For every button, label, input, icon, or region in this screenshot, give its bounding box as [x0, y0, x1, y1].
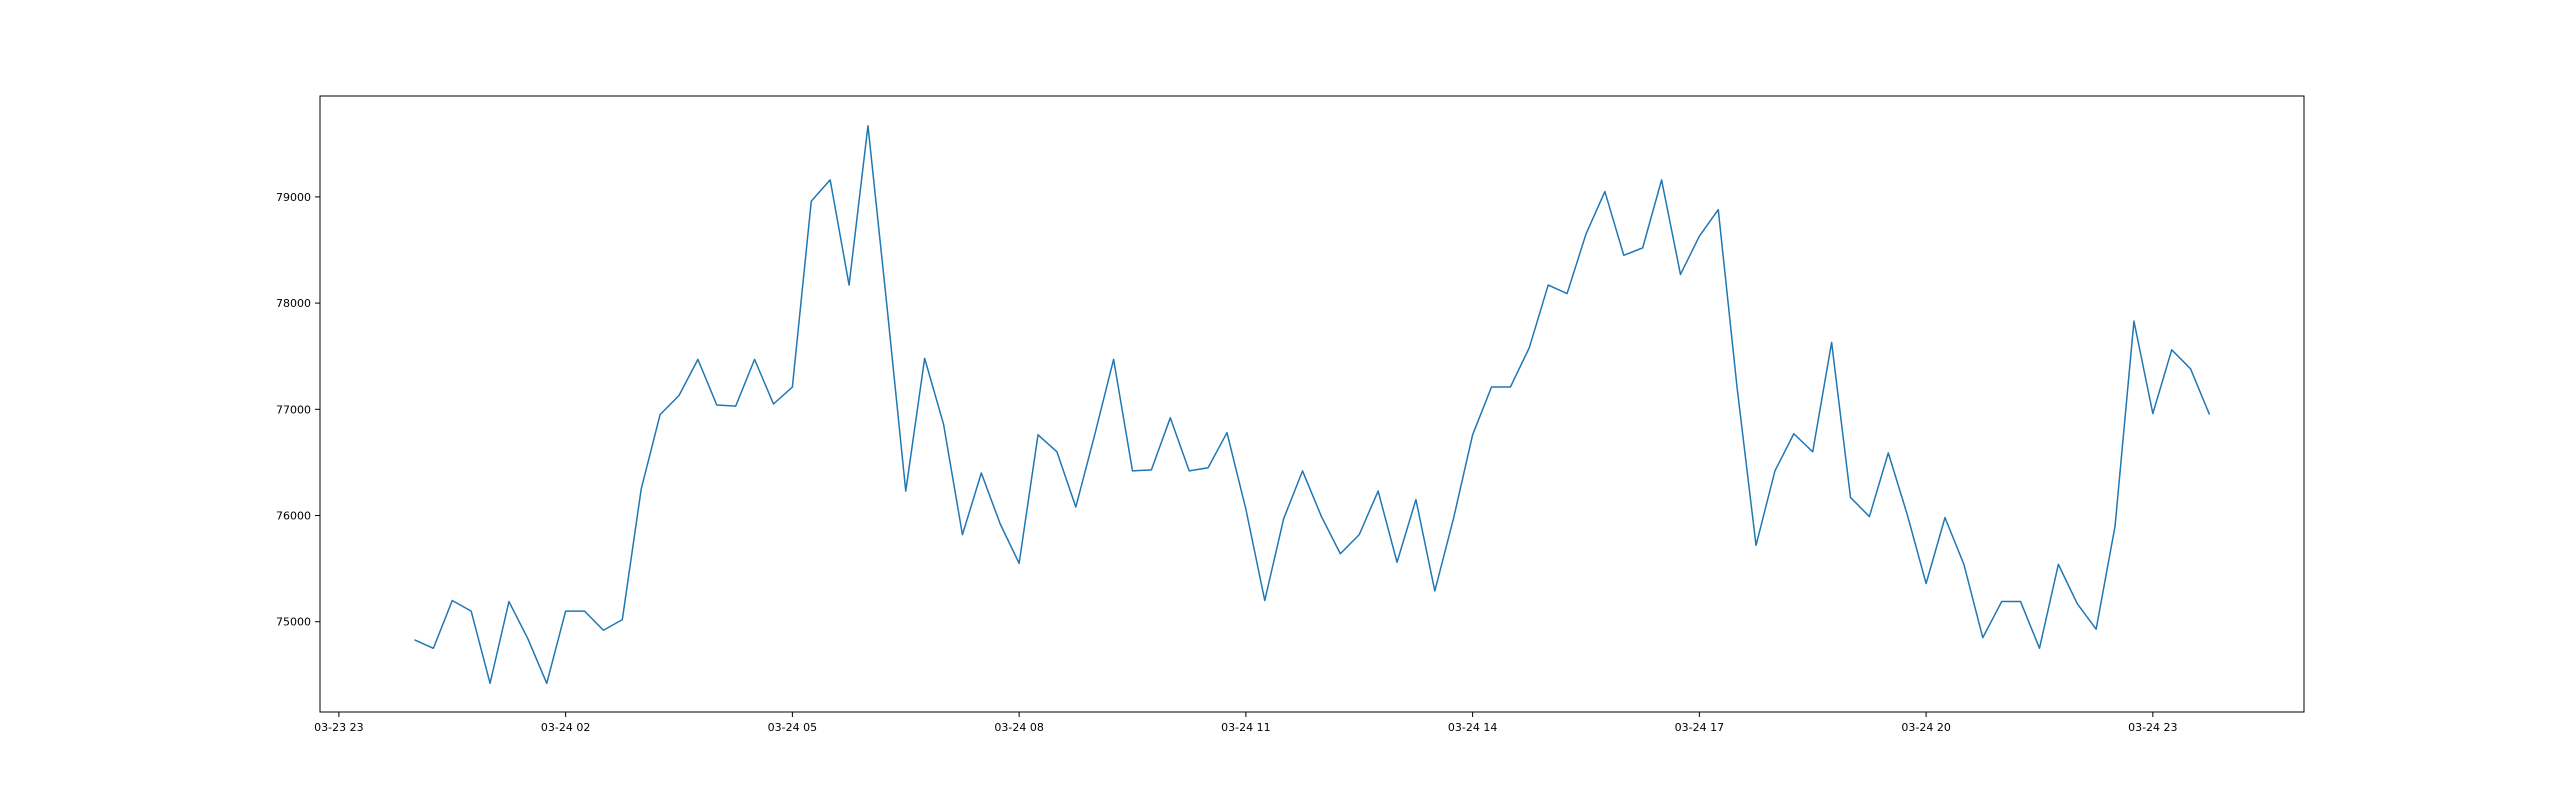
x-tick-label: 03-24 02 [541, 721, 590, 734]
y-axis: 75000 76000 77000 78000 79000 [276, 191, 320, 629]
x-tick-label: 03-24 17 [1675, 721, 1724, 734]
y-tick-label: 79000 [276, 191, 311, 204]
y-tick-label: 75000 [276, 616, 311, 629]
y-tick-label: 78000 [276, 297, 311, 310]
series-layer [414, 124, 2211, 685]
x-tick-label: 03-24 20 [1901, 721, 1950, 734]
x-tick-label: 03-24 23 [2128, 721, 2177, 734]
plot-background [320, 96, 2304, 712]
y-tick-label: 76000 [276, 510, 311, 523]
plot-frame [319, 95, 2305, 713]
y-tick-label: 77000 [276, 403, 311, 416]
x-tick-label: 03-23 23 [314, 721, 363, 734]
x-tick-label: 03-24 14 [1448, 721, 1497, 734]
x-tick-label: 03-24 08 [994, 721, 1043, 734]
series-line [414, 124, 2211, 685]
x-tick-label: 03-24 05 [768, 721, 817, 734]
x-axis: 03-23 23 03-24 02 03-24 05 03-24 08 03-24 11… [314, 712, 2178, 734]
x-tick-label: 03-24 11 [1221, 721, 1270, 734]
